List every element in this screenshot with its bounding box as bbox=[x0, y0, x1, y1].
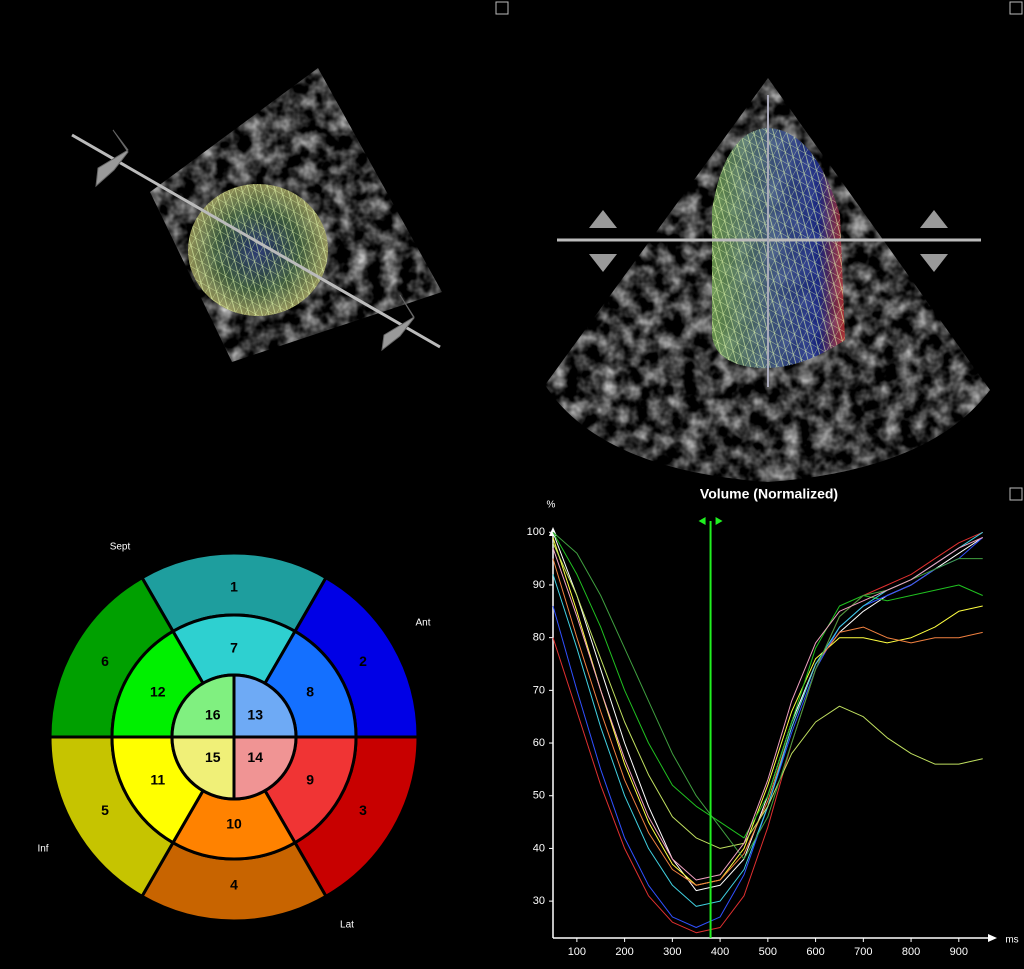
cursor-handle bbox=[715, 517, 723, 525]
y-tick-label: 30 bbox=[533, 895, 545, 907]
maximize-button[interactable] bbox=[495, 1, 509, 15]
segment-label: 14 bbox=[247, 749, 263, 765]
x-tick-label: 700 bbox=[854, 946, 872, 958]
x-axis-label: ms bbox=[1005, 935, 1018, 946]
x-tick-label: 400 bbox=[711, 946, 729, 958]
series-line bbox=[552, 558, 983, 886]
x-tick-label: 300 bbox=[663, 946, 681, 958]
segment-label: 7 bbox=[230, 640, 238, 656]
maximize-button[interactable] bbox=[1009, 487, 1023, 501]
x-tick-label: 900 bbox=[950, 946, 968, 958]
x-tick-label: 500 bbox=[759, 946, 777, 958]
segment-label: 12 bbox=[150, 684, 166, 700]
segment-label: 4 bbox=[230, 877, 238, 893]
segment bbox=[232, 735, 298, 801]
long-axis-view bbox=[545, 78, 990, 482]
segment-label: 11 bbox=[150, 772, 165, 788]
x-tick-label: 200 bbox=[615, 946, 633, 958]
chart-title: Volume (Normalized) bbox=[700, 486, 838, 502]
segment bbox=[170, 673, 236, 739]
segment-label: 9 bbox=[306, 772, 314, 788]
segment-label: 8 bbox=[306, 684, 314, 700]
y-tick-label: 60 bbox=[533, 737, 545, 749]
series-line bbox=[552, 537, 983, 881]
y-tick-label: 80 bbox=[533, 632, 545, 644]
series-line bbox=[552, 532, 983, 839]
orientation-label: Sept bbox=[110, 542, 131, 553]
orientation-label: Ant bbox=[415, 618, 430, 629]
segment-label: 6 bbox=[101, 653, 109, 669]
segment bbox=[170, 735, 236, 801]
segment-label: 2 bbox=[359, 653, 367, 669]
x-tick-label: 800 bbox=[902, 946, 920, 958]
y-tick-label: 70 bbox=[533, 684, 545, 696]
segment-label: 3 bbox=[359, 802, 367, 818]
y-tick-label: 90 bbox=[533, 579, 545, 591]
short-axis-view bbox=[71, 68, 442, 362]
x-axis-arrow bbox=[988, 934, 997, 942]
x-tick-label: 100 bbox=[568, 946, 586, 958]
cursor-handle bbox=[698, 517, 706, 525]
segment-label: 5 bbox=[101, 802, 109, 818]
volume-chart: Volume (Normalized) % ms 30 40 50 60 70 80 90 1… bbox=[527, 486, 1019, 958]
series-line bbox=[552, 537, 983, 886]
y-tick-label: 40 bbox=[533, 842, 545, 854]
segment-label: 15 bbox=[205, 749, 221, 765]
segment-label: 16 bbox=[205, 706, 221, 722]
orientation-label: Inf bbox=[37, 844, 48, 855]
y-tick-label: 100 bbox=[527, 526, 545, 538]
series-line bbox=[552, 531, 983, 934]
maximize-button[interactable] bbox=[1009, 1, 1023, 15]
series-line bbox=[552, 542, 983, 849]
segment-label: 13 bbox=[247, 706, 263, 722]
segment-label: 10 bbox=[226, 816, 242, 832]
y-tick-label: 50 bbox=[533, 790, 545, 802]
orientation-label: Lat bbox=[340, 920, 354, 931]
segment-label: 1 bbox=[230, 579, 238, 595]
x-tick-label: 600 bbox=[806, 946, 824, 958]
y-axis-label: % bbox=[547, 500, 556, 511]
